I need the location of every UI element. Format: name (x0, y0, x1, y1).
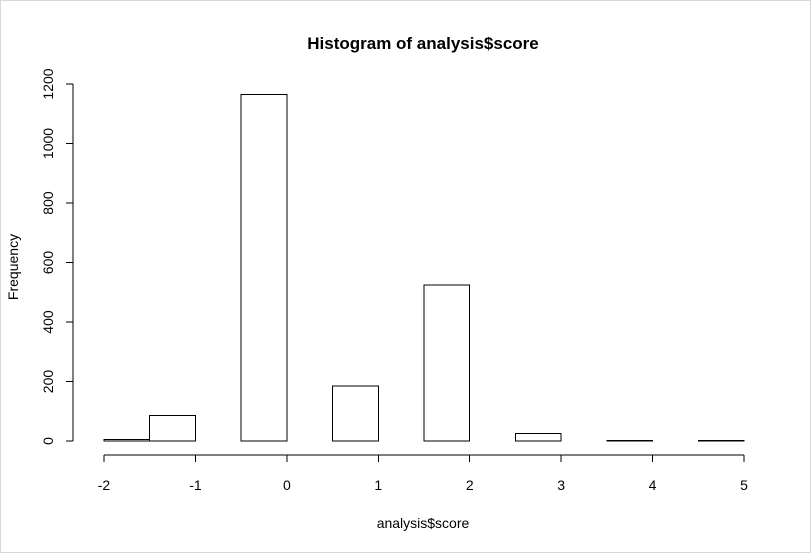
y-axis-label: Frequency (5, 234, 21, 300)
y-tick-label: 600 (40, 251, 56, 275)
x-tick-label: -1 (189, 477, 202, 493)
x-tick-label: -2 (98, 477, 111, 493)
x-axis: -2 -1 0 1 2 3 4 5 (98, 454, 748, 493)
x-tick-label: 3 (557, 477, 565, 493)
x-axis-label: analysis$score (377, 515, 470, 531)
histogram-bar-5 (332, 385, 379, 442)
chart-title: Histogram of analysis$score (307, 34, 538, 53)
x-tick-label: 5 (740, 477, 748, 493)
y-tick-label: 0 (40, 437, 56, 445)
y-axis: 0 200 400 600 800 1000 1200 (40, 68, 74, 445)
bars-group (103, 93, 745, 442)
y-tick-label: 200 (40, 370, 56, 394)
y-tick-label: 1000 (40, 128, 56, 159)
y-tick-label: 800 (40, 191, 56, 215)
x-tick-label: 2 (466, 477, 474, 493)
histogram-bar-3 (240, 93, 288, 442)
y-tick-label: 400 (40, 310, 56, 334)
x-tick-label: 0 (283, 477, 291, 493)
histogram-bar-9 (514, 433, 562, 442)
histogram-bar-1 (149, 415, 196, 442)
histogram-bar-11 (606, 439, 654, 442)
x-tick-label: 1 (374, 477, 382, 493)
histogram-bar-13 (697, 439, 745, 442)
histogram-bar-7 (423, 284, 471, 442)
y-tick-label: 1200 (40, 68, 56, 99)
histogram-bar-0 (103, 439, 151, 442)
x-tick-label: 4 (649, 477, 657, 493)
